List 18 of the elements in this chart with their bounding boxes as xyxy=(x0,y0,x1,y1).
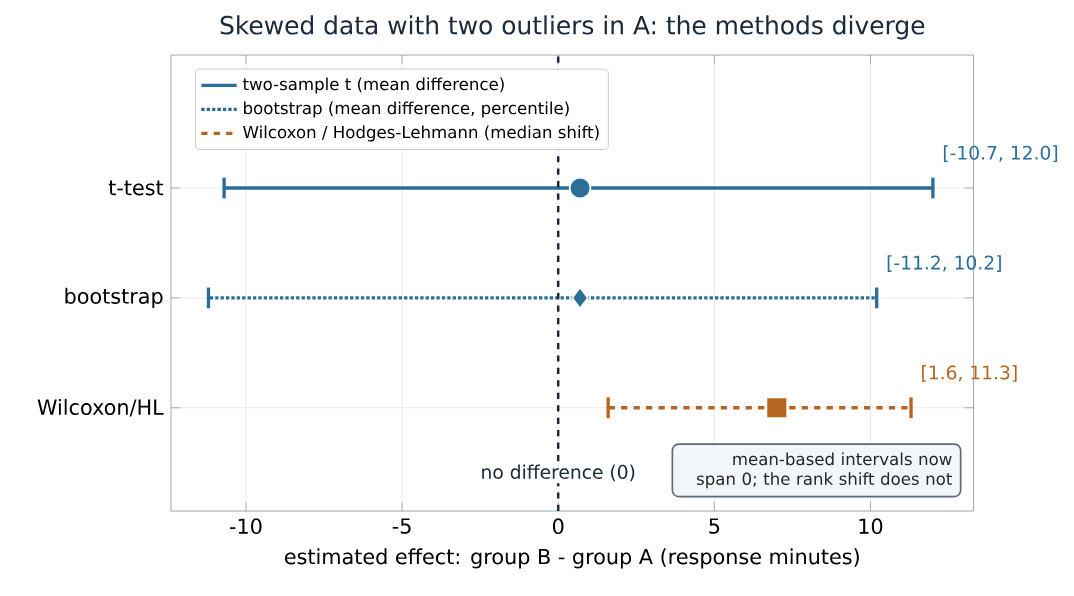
annotation: mean-based intervals now span 0; the rank shift does not xyxy=(697,452,952,489)
y-tick-label: Wilcoxon/HL xyxy=(37,398,164,417)
x-axis-title: estimated effect: group B - group A (response minutes) xyxy=(284,548,859,569)
annotation: [1.6, 11.3] xyxy=(922,365,1017,382)
x-tick-label: 5 xyxy=(709,518,720,534)
chart-title: Skewed data with two outliers in A: the methods diverge xyxy=(220,15,925,40)
text: [-10.7, 12.0] xyxy=(943,145,1058,163)
y-tick-label: bootstrap xyxy=(65,287,163,308)
annotation: [-11.2, 10.2] xyxy=(887,255,1001,272)
x-tick-label: 10 xyxy=(859,518,883,535)
legend-label: two-sample t (mean difference) xyxy=(243,77,504,94)
x-tick-label: 0 xyxy=(552,518,564,535)
legend-label: bootstrap (mean difference, percentile) xyxy=(244,101,569,118)
y-tick-label: t-test xyxy=(108,180,164,196)
x-tick-label: -10 xyxy=(230,518,262,535)
legend-label: Wilcoxon / Hodges-Lehmann (median shift) xyxy=(243,125,599,142)
x-tick-label: -5 xyxy=(392,518,411,534)
ref-line-label: no difference (0) xyxy=(482,464,635,482)
